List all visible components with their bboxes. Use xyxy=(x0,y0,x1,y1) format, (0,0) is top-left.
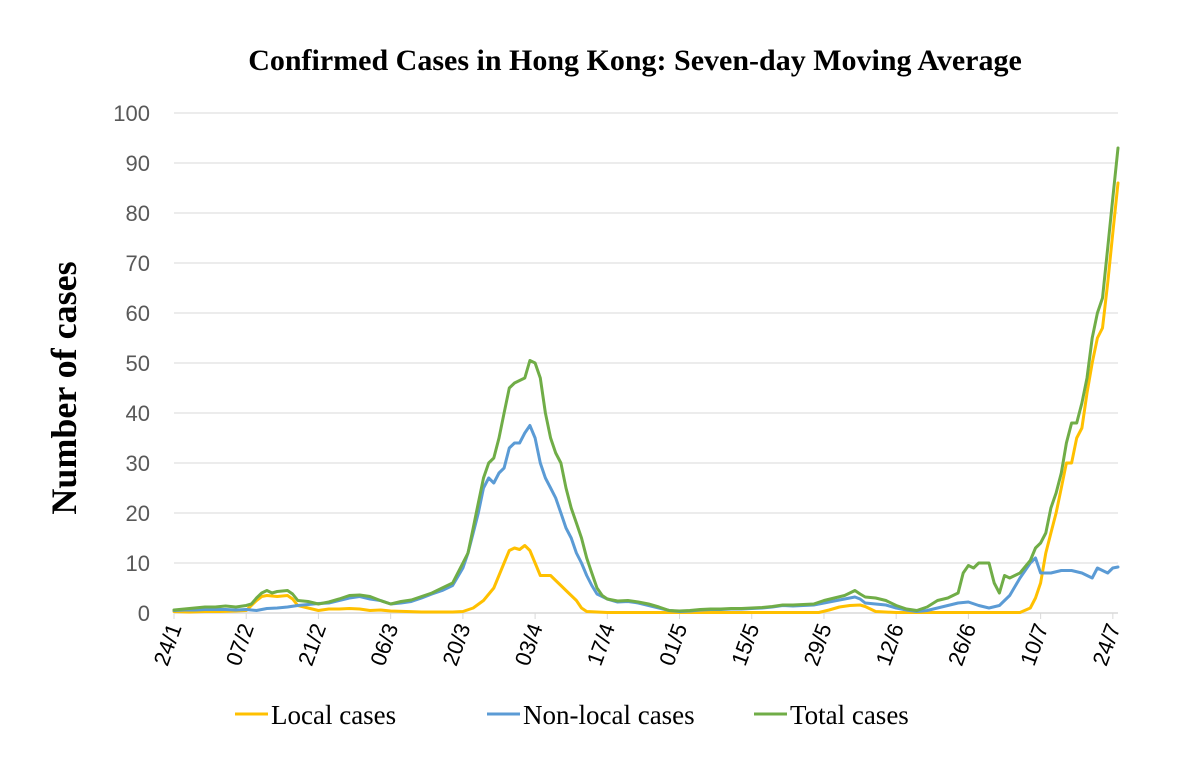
x-axis-ticks: 24/1 07/2 21/2 06/3 20/3 03/4 17/4 01/5 15/5 29/5… xyxy=(149,613,1126,669)
y-tick-label: 100 xyxy=(113,101,150,126)
legend-label: Non-local cases xyxy=(523,700,695,730)
x-tick-label: 17/4 xyxy=(582,620,620,669)
chart-title: Confirmed Cases in Hong Kong: Seven-day … xyxy=(248,44,1022,77)
x-tick-label: 21/2 xyxy=(293,620,331,669)
y-tick-label: 90 xyxy=(126,151,150,176)
series-line-local-cases xyxy=(172,181,1120,614)
gridlines xyxy=(174,112,1118,614)
y-tick-label: 10 xyxy=(126,551,150,576)
x-tick-label: 15/5 xyxy=(726,620,764,669)
x-tick-label: 03/4 xyxy=(510,620,548,669)
x-tick-label: 20/3 xyxy=(437,620,475,669)
series-line-non-local-cases xyxy=(172,424,1120,613)
y-tick-label: 50 xyxy=(126,351,150,376)
x-tick-label: 07/2 xyxy=(221,620,259,669)
y-tick-label: 60 xyxy=(126,301,150,326)
y-tick-label: 0 xyxy=(138,601,150,626)
x-tick-label: 06/3 xyxy=(365,620,403,669)
x-tick-label: 29/5 xyxy=(799,620,837,669)
y-axis-label: Number of cases xyxy=(44,261,84,514)
series-lines xyxy=(172,146,1120,614)
x-tick-label: 24/1 xyxy=(149,620,187,669)
y-tick-label: 80 xyxy=(126,201,150,226)
x-tick-label: 10/7 xyxy=(1015,620,1053,669)
legend-label: Local cases xyxy=(271,700,396,730)
y-tick-label: 30 xyxy=(126,451,150,476)
x-tick-label: 26/6 xyxy=(943,620,981,669)
x-tick-label: 12/6 xyxy=(871,620,909,669)
y-axis-ticks: 0 10 20 30 40 50 60 70 80 90 100 xyxy=(113,101,150,626)
y-tick-label: 20 xyxy=(126,501,150,526)
x-tick-label: 24/7 xyxy=(1087,620,1125,669)
y-tick-label: 70 xyxy=(126,251,150,276)
legend: Local cases Non-local cases Total cases xyxy=(235,700,909,730)
y-tick-label: 40 xyxy=(126,401,150,426)
legend-label: Total cases xyxy=(790,700,909,730)
series-line-total-cases xyxy=(172,146,1120,613)
x-tick-label: 01/5 xyxy=(654,620,692,669)
